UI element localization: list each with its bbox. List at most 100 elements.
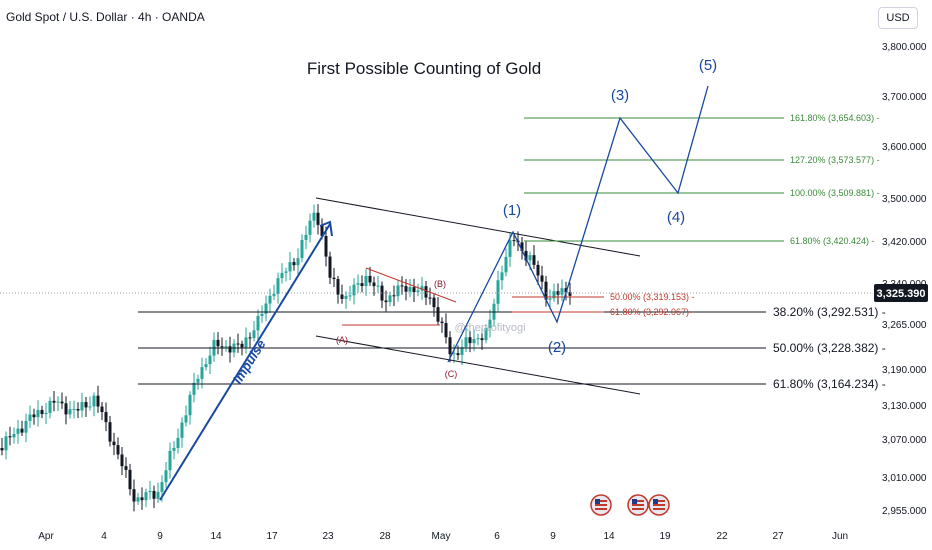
candle-body <box>388 295 392 303</box>
fib-red-label: 50.00% (3,319.153) - <box>610 292 695 302</box>
candle-body <box>528 255 532 261</box>
last-price-tag <box>874 284 928 302</box>
candle <box>400 276 404 295</box>
candle-body <box>468 337 472 344</box>
y-tick-label: 3,265.000 <box>882 320 927 331</box>
candle <box>532 245 536 269</box>
candle <box>540 265 544 290</box>
candle-body <box>344 295 348 299</box>
us-event-icon[interactable] <box>590 494 612 516</box>
candle-body <box>68 409 72 415</box>
y-tick-label: 3,800.000 <box>882 42 927 53</box>
candle <box>536 260 540 285</box>
flag-canton <box>595 499 600 504</box>
candle-body <box>496 280 500 304</box>
candle-body <box>148 490 152 493</box>
candle <box>96 385 100 413</box>
candle <box>252 320 256 342</box>
candle-body <box>32 414 36 418</box>
candle-body <box>80 402 84 411</box>
channel-upper-line <box>315 197 641 257</box>
candle-body <box>92 395 96 407</box>
candle <box>284 267 288 282</box>
candle-body <box>168 450 172 471</box>
candle-body <box>0 448 4 451</box>
candle <box>340 284 344 304</box>
candle-body <box>20 428 24 433</box>
candle-body <box>36 409 40 418</box>
candle <box>144 488 148 508</box>
candle-body <box>460 347 464 356</box>
candle <box>368 266 372 286</box>
candle <box>408 278 412 298</box>
candle-body <box>364 275 368 287</box>
candle <box>392 285 396 307</box>
candle <box>552 283 556 302</box>
candle-body <box>548 298 552 300</box>
candle <box>444 313 448 344</box>
y-tick-label: 3,130.000 <box>882 401 927 412</box>
candle-body <box>48 400 52 413</box>
candle-body <box>480 338 484 341</box>
candle <box>92 392 96 417</box>
candle-body <box>72 409 76 411</box>
candle-body <box>436 307 440 322</box>
candle <box>200 357 204 389</box>
x-tick-label: 23 <box>322 531 334 542</box>
y-tick-label: 3,070.000 <box>882 435 927 446</box>
corrective-label: (A) <box>336 335 348 345</box>
candle <box>104 402 108 432</box>
flag-stripe <box>653 504 665 506</box>
candle <box>344 291 348 309</box>
y-tick-label: 3,420.000 <box>882 237 927 248</box>
candle-body <box>88 406 92 408</box>
candle-body <box>236 343 240 345</box>
candle-body <box>396 285 400 297</box>
candle-body <box>192 382 196 395</box>
x-tick-label: 6 <box>494 531 500 542</box>
us-event-icon[interactable] <box>627 494 649 516</box>
candle <box>388 291 392 307</box>
x-tick-label: 14 <box>603 531 615 542</box>
candle-body <box>292 262 296 266</box>
x-tick-label: 27 <box>772 531 784 542</box>
y-tick-label: 3,010.000 <box>882 473 927 484</box>
candle-body <box>104 412 108 423</box>
candle-body <box>224 346 228 348</box>
candle-body <box>332 277 336 280</box>
candle-body <box>12 433 16 438</box>
chart-title: First Possible Counting of Gold <box>307 59 541 78</box>
triangle-upper-line <box>365 267 457 303</box>
candle <box>216 332 220 355</box>
candle <box>312 204 316 228</box>
candle <box>188 391 192 425</box>
candle <box>24 413 28 443</box>
candle-body <box>240 343 244 348</box>
x-tick-label: 9 <box>550 531 556 542</box>
candle-body <box>484 327 488 341</box>
us-event-icon[interactable] <box>648 494 670 516</box>
candle-body <box>8 436 12 438</box>
candle <box>544 275 548 307</box>
candle <box>132 479 136 512</box>
candle-body <box>312 212 316 221</box>
candle <box>0 438 4 456</box>
candle <box>112 432 116 456</box>
candle-body <box>184 415 188 423</box>
fib-extension-label: 100.00% (3,509.881) - <box>790 188 880 198</box>
x-tick-label: 9 <box>157 531 163 542</box>
candle-body <box>116 445 120 455</box>
candle <box>356 274 360 293</box>
candle-body <box>508 240 512 257</box>
candle-body <box>428 297 432 299</box>
currency-button[interactable]: USD <box>878 7 918 29</box>
candle <box>64 396 68 425</box>
candle <box>352 278 356 305</box>
candle <box>136 493 140 505</box>
candle <box>192 372 196 403</box>
candle-body <box>272 293 276 296</box>
candle-body <box>444 323 448 338</box>
candle-body <box>336 279 340 295</box>
flag-stripe <box>632 508 644 510</box>
